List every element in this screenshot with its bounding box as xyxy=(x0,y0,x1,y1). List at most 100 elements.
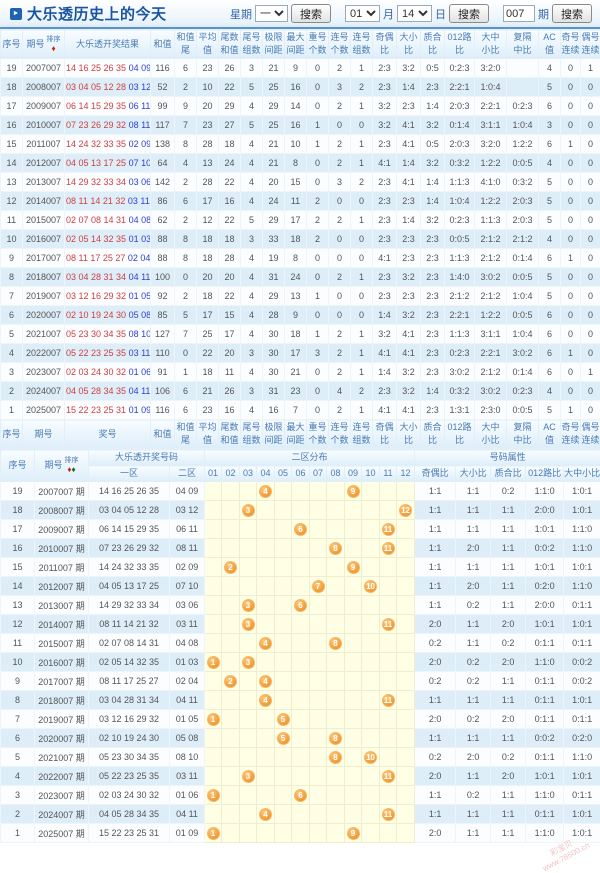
attr-cell: 0:2 xyxy=(455,785,492,805)
stat-cell: 2:3 xyxy=(396,248,421,268)
column-header-line: 二区 xyxy=(178,468,197,478)
front-numbers: 14 24 32 33 35 xyxy=(66,139,127,149)
column-header-line: 05 xyxy=(278,468,289,478)
number-ball: 9 xyxy=(346,484,360,498)
back-numbers: 03 11 xyxy=(127,196,150,206)
column-header-line: 号码属性 xyxy=(489,452,526,462)
column-header-line: AC值 xyxy=(543,32,556,55)
stat-cell: 3 xyxy=(240,229,263,249)
attr-cell: 1:1 xyxy=(455,728,492,748)
stat-cell: 3:2 xyxy=(372,324,397,344)
stat-cell: 30 xyxy=(262,324,285,344)
attr-cell: 1:0:1 xyxy=(563,481,600,501)
stat-cell: 0:3:2 xyxy=(444,153,475,173)
stat-cell: 2 xyxy=(174,77,197,97)
dist-cell xyxy=(221,614,241,634)
stat-cell: 6 xyxy=(174,381,197,401)
issue-search-button[interactable]: 搜索 xyxy=(552,4,592,23)
stat-cell: 2:1:2 xyxy=(474,248,507,268)
dist-cell: 3 xyxy=(239,595,258,615)
stat-cell: 4 xyxy=(240,248,263,268)
column-header-line: 11 xyxy=(383,468,393,478)
stat-cell: 116 xyxy=(150,58,175,78)
seq-cell: 8 xyxy=(0,267,23,287)
sort-control[interactable]: 排序 ♦ xyxy=(47,36,61,53)
issue-cell: 2015007 xyxy=(22,210,65,230)
dist-cell xyxy=(204,614,223,634)
month-label: 月 xyxy=(383,8,394,21)
day-select[interactable]: 14 xyxy=(397,5,432,22)
dist-cell xyxy=(291,671,311,691)
column-header-line: 连号 xyxy=(352,422,371,432)
sort-diamond-icon[interactable]: ♦ xyxy=(67,465,72,474)
attr-cell: 1:0:1 xyxy=(525,557,565,577)
column-header-line: 大小比 xyxy=(459,468,487,478)
sort-diamond-icon[interactable]: ♦ xyxy=(51,43,56,53)
back-numbers: 01 06 xyxy=(128,367,151,377)
issue-input[interactable] xyxy=(503,5,535,22)
stat-cell: 0 xyxy=(580,134,600,154)
dist-cell xyxy=(396,519,416,539)
date-search-button[interactable]: 搜索 xyxy=(449,4,489,23)
sort-control[interactable]: 排序 ♦♦ xyxy=(65,457,79,474)
dist-cell: 1 xyxy=(204,709,223,729)
stat-cell: 21 xyxy=(196,381,219,401)
number-ball: 4 xyxy=(259,636,273,650)
number-ball: 3 xyxy=(241,655,255,669)
attr-cell: 1:0:1 xyxy=(525,519,565,539)
column-header: 奖号 xyxy=(64,419,151,449)
column-header: 奇偶比 xyxy=(372,29,397,59)
column-header-line: 连续 xyxy=(581,45,600,55)
column-header-line: 连续 xyxy=(581,435,600,445)
number-ball: 7 xyxy=(311,579,325,593)
month-select[interactable]: 01 xyxy=(345,5,380,22)
stat-cell: 4 xyxy=(240,172,263,192)
stat-cell: 1:4 xyxy=(420,172,445,192)
table-row: 19 2007007 14 16 25 26 35 04 09 116 6 23 26 3 21… xyxy=(0,58,600,78)
footer-header-row: 序号 期号 奖号 和值 和值尾平均值尾数 和值 尾号 组数 极限 间距 最大 间距 重号 个数 连号 个数 连号… xyxy=(0,419,600,449)
number-ball: 6 xyxy=(294,522,308,536)
attr-cell: 1:1 xyxy=(455,481,492,501)
table-row: 10 2016007 期 02 05 14 32 35 01 03 1 3 2:0 0:2 2:… xyxy=(0,652,600,672)
stat-cell: 1:4 xyxy=(420,381,445,401)
stat-cell: 0 xyxy=(560,210,581,230)
front-numbers: 08 11 14 21 32 xyxy=(66,196,126,206)
stat-cell: 0:0:5 xyxy=(444,229,475,249)
seq-cell: 3 xyxy=(0,785,35,805)
column-header: 和值尾 xyxy=(174,419,197,449)
dist-cell xyxy=(291,709,311,729)
weekday-select[interactable]: 一 xyxy=(255,5,288,22)
dist-cell: 6 xyxy=(291,595,311,615)
stat-cell: 0 xyxy=(350,191,373,211)
stat-cell: 2 xyxy=(328,400,351,420)
result-cell: 03 04 28 31 34 04 11 xyxy=(64,267,151,287)
history-stats-body: 19 2007007 14 16 25 26 35 04 09 116 6 23 26 3 21… xyxy=(0,58,600,420)
column-header-line: 09 xyxy=(348,468,359,478)
weekday-search-button[interactable]: 搜索 xyxy=(291,4,331,23)
header-row: 序号 期号 排序 ♦ 大乐透开奖结果 和值 和值尾平均值尾数 和值 尾号 组数 极限 间距 最大 间距 重号… xyxy=(0,29,600,59)
stat-cell: 0:2:3 xyxy=(506,96,539,116)
stat-cell: 0:5 xyxy=(420,58,445,78)
zone1-cell: 05 22 23 25 35 xyxy=(88,766,170,786)
table-row: 11 2015007 02 07 08 14 31 04 08 62 2 12 22 5 29 1… xyxy=(0,210,600,230)
stat-cell: 4 xyxy=(240,134,263,154)
stat-cell: 2:3 xyxy=(396,286,421,306)
attr-cell: 1:1 xyxy=(490,595,527,615)
stat-cell: 0 xyxy=(306,381,329,401)
column-header-line: 间距 xyxy=(286,435,305,445)
dist-cell xyxy=(309,595,328,615)
dist-cell xyxy=(274,481,293,501)
stat-cell: 5 xyxy=(240,210,263,230)
dist-cell: 9 xyxy=(344,823,363,843)
stat-cell: 1:2:2 xyxy=(506,134,539,154)
stat-cell: 13 xyxy=(284,286,307,306)
stat-cell: 0 xyxy=(306,96,329,116)
stat-cell: 127 xyxy=(150,324,175,344)
sort-diamond-icon[interactable]: ♦ xyxy=(71,465,76,474)
issue-column-header: 期号 排序 ♦ xyxy=(22,29,65,59)
column-header-line: 尾 xyxy=(180,45,190,55)
dist-cell xyxy=(326,671,346,691)
column-header-line: 组数 xyxy=(352,435,371,445)
back-numbers: 08 11 xyxy=(128,120,151,130)
